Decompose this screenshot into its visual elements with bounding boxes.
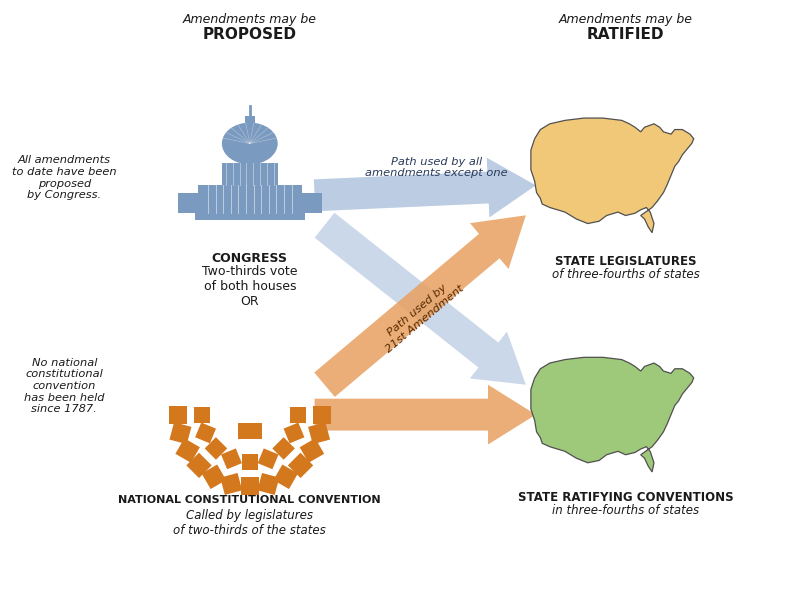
Bar <box>194 407 210 423</box>
Bar <box>221 448 242 469</box>
Text: Path used by
21st Amendment: Path used by 21st Amendment <box>377 275 466 355</box>
Bar <box>198 185 302 213</box>
Bar <box>195 213 305 220</box>
Text: Called by legislatures
of two-thirds of the states: Called by legislatures of two-thirds of … <box>174 509 326 538</box>
Bar <box>220 473 242 495</box>
Bar <box>245 115 254 127</box>
Bar <box>302 193 322 213</box>
Bar <box>195 423 216 443</box>
Text: Amendments may be: Amendments may be <box>558 13 693 26</box>
Bar <box>272 437 295 460</box>
Text: All amendments
to date have been
proposed
by Congress.: All amendments to date have been propose… <box>12 155 117 200</box>
Text: NATIONAL CONSTITUTIONAL CONVENTION: NATIONAL CONSTITUTIONAL CONVENTION <box>118 495 381 505</box>
Text: of three-fourths of states: of three-fourths of states <box>552 268 699 281</box>
Polygon shape <box>531 358 694 472</box>
Polygon shape <box>314 385 536 444</box>
Bar <box>170 422 191 444</box>
Text: CONGRESS: CONGRESS <box>212 252 288 265</box>
Ellipse shape <box>222 123 278 164</box>
Bar <box>178 193 198 213</box>
Polygon shape <box>314 213 526 385</box>
Polygon shape <box>531 118 694 233</box>
Bar <box>222 163 278 185</box>
Text: No national
constitutional
convention
has been held
since 1787.: No national constitutional convention ha… <box>24 358 105 414</box>
Bar <box>290 407 306 423</box>
Polygon shape <box>314 158 536 218</box>
Bar <box>300 438 324 463</box>
Bar <box>258 448 278 469</box>
Text: PROPOSED: PROPOSED <box>202 27 297 42</box>
Bar <box>274 465 298 489</box>
Bar <box>210 199 290 206</box>
Bar <box>283 423 304 443</box>
Bar <box>258 473 279 495</box>
Bar <box>313 405 330 423</box>
Bar <box>186 453 212 478</box>
Bar <box>241 477 258 495</box>
Bar <box>202 465 226 489</box>
Text: RATIFIED: RATIFIED <box>587 27 664 42</box>
Polygon shape <box>314 215 526 397</box>
Bar <box>169 405 187 423</box>
Text: STATE RATIFYING CONVENTIONS: STATE RATIFYING CONVENTIONS <box>518 492 734 504</box>
Bar <box>175 438 200 463</box>
Text: Path used by all
amendments except one: Path used by all amendments except one <box>365 157 507 178</box>
Bar <box>242 454 258 471</box>
Text: Two-thirds vote
of both houses
OR: Two-thirds vote of both houses OR <box>202 265 298 308</box>
Text: Amendments may be: Amendments may be <box>182 13 317 26</box>
Bar <box>238 423 262 438</box>
Bar <box>202 206 297 213</box>
Bar <box>288 453 314 478</box>
Text: in three-fourths of states: in three-fourths of states <box>552 504 699 517</box>
Bar <box>308 422 330 444</box>
Text: STATE LEGISLATURES: STATE LEGISLATURES <box>555 255 696 268</box>
Bar <box>205 437 227 460</box>
